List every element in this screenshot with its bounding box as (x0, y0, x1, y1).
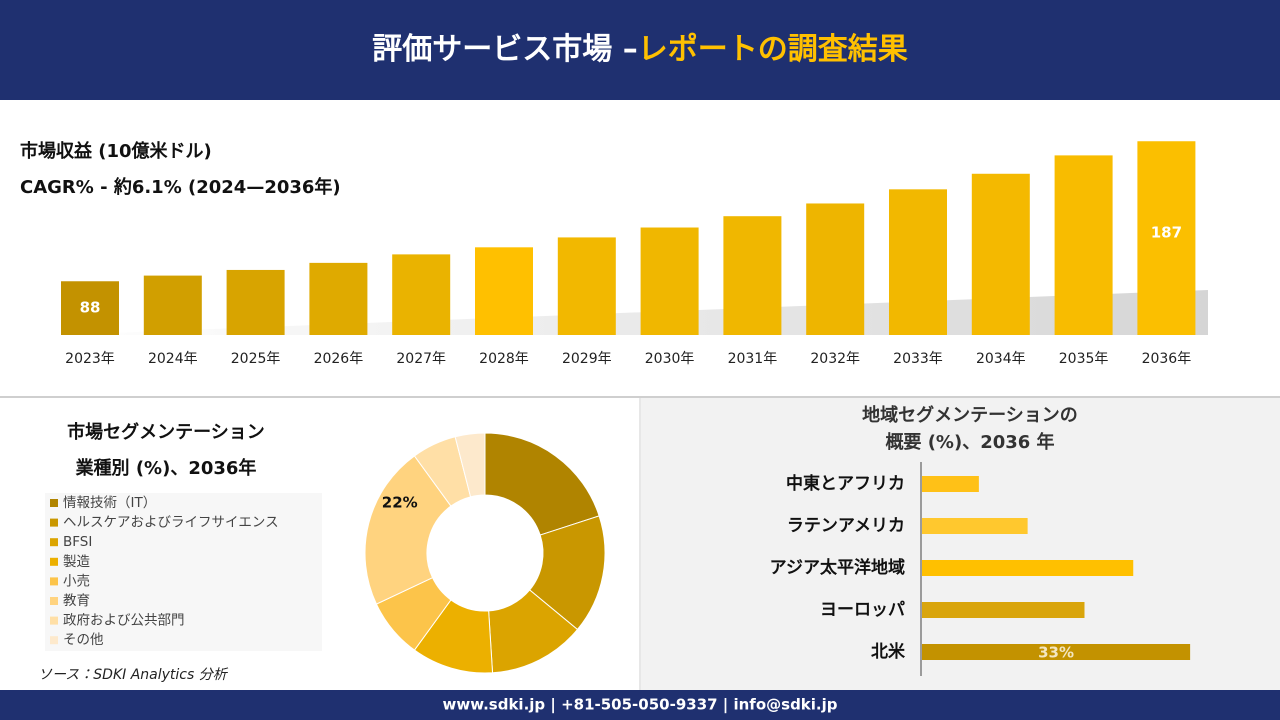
legend-swatch (50, 636, 58, 645)
bar (143, 275, 202, 335)
legend-swatch (50, 499, 58, 507)
legend-label: ヘルスケアおよびライフサイエンス (63, 515, 279, 531)
x-tick-label: 2032年 (810, 351, 860, 367)
source-note: ソース：SDKI Analytics 分析 (38, 667, 229, 683)
legend-label: 教育 (63, 593, 90, 609)
legend-swatch (50, 557, 58, 566)
y-tick-label: ラテンアメリカ (787, 516, 905, 536)
footer-band (0, 690, 1280, 720)
y-tick-label: 中東とアフリカ (786, 473, 905, 494)
value-label: 88 (80, 299, 101, 317)
legend-swatch (50, 518, 58, 527)
chart-title: 市場収益 (10億米ドル) (20, 140, 212, 162)
bar (1137, 141, 1196, 335)
bar (922, 560, 1134, 576)
donut-slice (484, 432, 600, 536)
x-tick-label: 2030年 (645, 351, 695, 367)
footer-contact: www.sdki.jp | +81-505-050-9337 | info@sd… (442, 696, 837, 715)
x-tick-label: 2023年 (65, 351, 115, 367)
bar (922, 602, 1085, 618)
y-tick-label: ヨーロッパ (820, 600, 905, 620)
legend-swatch (50, 597, 58, 605)
bar (475, 247, 533, 335)
chart-title: 概要 (%)、2036 年 (885, 431, 1054, 453)
y-tick-label: アジア太平洋地域 (770, 557, 905, 578)
legend-label: 情報技術（IT） (63, 495, 156, 511)
value-label: 33% (1038, 644, 1074, 662)
header-band (0, 0, 1280, 100)
legend-swatch (50, 577, 58, 586)
chart-subtitle: 業種別 (%)、2036年 (75, 457, 257, 479)
y-tick-label: 北米 (871, 641, 906, 662)
value-label: 22% (382, 494, 418, 512)
chart-subtitle: CAGR% - 約6.1% (2024—2036年) (20, 176, 341, 198)
bar (226, 269, 285, 335)
legend-label: その他 (63, 632, 104, 648)
bar (1054, 155, 1113, 335)
bar (889, 189, 947, 335)
x-tick-label: 2033年 (893, 351, 943, 367)
bar (723, 216, 782, 335)
bar (922, 518, 1028, 534)
bar (922, 644, 1191, 660)
bar (640, 227, 699, 335)
legend-label: 小売 (63, 573, 90, 589)
header-title: 評価サービス市場 –レポートの調査結果 (372, 32, 907, 67)
value-label: 187 (1151, 224, 1182, 242)
x-tick-label: 2024年 (148, 351, 198, 367)
x-tick-label: 2025年 (231, 351, 281, 367)
donut-slice (364, 455, 452, 605)
legend-box (45, 493, 322, 651)
bar (922, 476, 979, 492)
chart-title: 地域セグメンテーションの (862, 404, 1078, 426)
chart-title: 市場セグメンテーション (67, 421, 265, 443)
x-tick-label: 2029年 (562, 351, 612, 367)
x-tick-label: 2028年 (479, 351, 529, 367)
region-panel (641, 398, 1280, 690)
bar (392, 254, 451, 335)
legend-label: 製造 (63, 554, 90, 570)
x-tick-label: 2031年 (728, 351, 778, 367)
bar (61, 281, 119, 335)
legend-label: 政府および公共部門 (63, 613, 185, 629)
bar (806, 203, 865, 335)
x-tick-label: 2036年 (1142, 351, 1192, 367)
x-tick-label: 2035年 (1059, 351, 1109, 367)
bar (971, 173, 1030, 335)
header-title-accent: レポートの調査結果 (638, 32, 908, 67)
x-tick-label: 2027年 (396, 351, 446, 367)
header-title-main: 評価サービス市場 – (372, 32, 637, 67)
legend-swatch (50, 538, 58, 547)
x-tick-label: 2034年 (976, 351, 1026, 367)
donut-slice (454, 432, 486, 498)
bar (557, 237, 616, 335)
legend-swatch (50, 616, 58, 625)
bar (309, 262, 368, 335)
x-tick-label: 2026年 (314, 351, 364, 367)
legend-label: BFSI (63, 534, 92, 550)
